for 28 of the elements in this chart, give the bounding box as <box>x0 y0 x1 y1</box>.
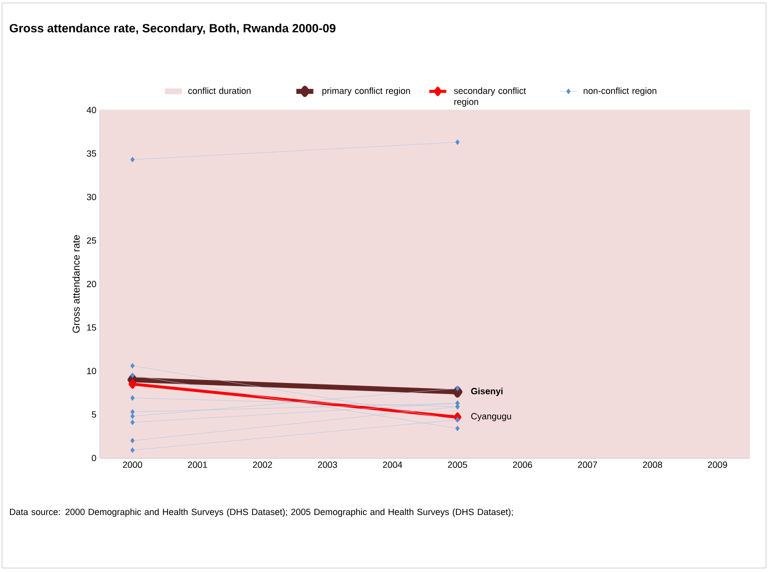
y-tick-label: 35 <box>86 150 96 157</box>
legend-label: primary conflict region <box>322 87 410 96</box>
y-tick-label: 25 <box>86 237 96 244</box>
x-tick-label: 2001 <box>188 462 208 468</box>
y-tick-label: 30 <box>86 194 96 200</box>
x-tick-label: 2007 <box>578 462 598 468</box>
y-tick-label: 5 <box>92 411 96 418</box>
legend-label: secondary conflict region <box>454 87 526 107</box>
source-note: Data source: 2000 Demographic and Health Surveys (DHS Dataset); 2005 Demographic and Health Surveys (DHS Dataset); <box>10 508 513 517</box>
legend-label: conflict duration <box>188 87 251 94</box>
x-tick-label: 2002 <box>252 462 272 468</box>
x-tick-label: 2008 <box>642 462 662 468</box>
y-tick-label: 15 <box>87 324 96 331</box>
annotation: Gisenyi <box>471 388 503 396</box>
legend-label: non-conflict region <box>584 87 656 96</box>
y-tick-label: 0 <box>92 454 96 462</box>
x-tick-label: 2009 <box>708 462 728 468</box>
x-tick-label: 2000 <box>122 462 142 468</box>
x-tick-label: 2004 <box>382 462 402 468</box>
x-tick-label: 2006 <box>512 462 532 468</box>
chart-title: Gross attendance rate, Secondary, Both, Rwanda 2000-09 <box>10 24 336 35</box>
y-tick-label: 40 <box>86 106 96 114</box>
y-axis-title: Gross attendance rate <box>72 235 80 333</box>
x-tick-label: 2003 <box>318 462 338 468</box>
x-tick-label: 2005 <box>448 462 468 468</box>
y-tick-label: 10 <box>87 368 96 374</box>
y-tick-label: 20 <box>86 280 96 288</box>
annotation: Cyangugu <box>471 413 512 422</box>
